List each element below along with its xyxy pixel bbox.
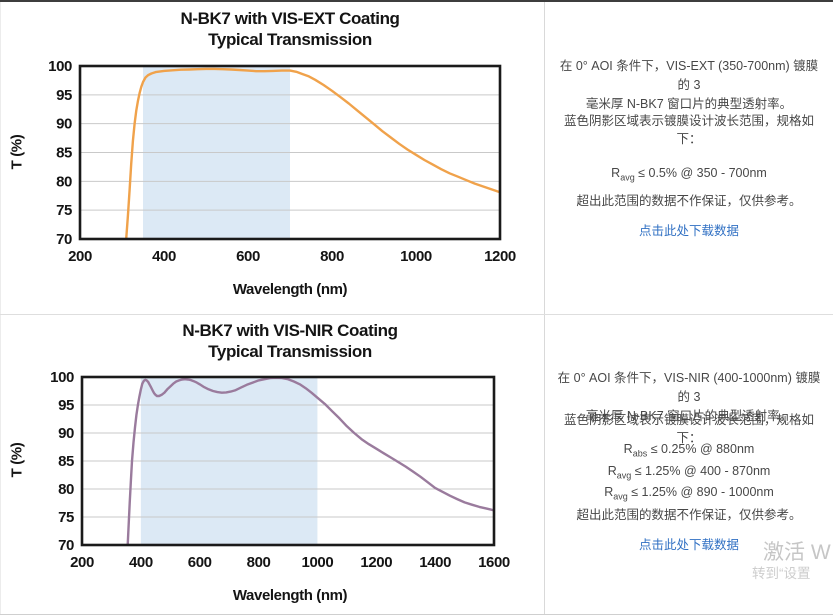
svg-text:85: 85 [58, 453, 74, 470]
coating-description: 在 0° AOI 条件下，VIS-NIR (400-1000nm) 镀膜的 3 … [557, 371, 821, 423]
spec-line: Rabs ≤ 0.25% @ 880nm [623, 442, 755, 459]
svg-text:75: 75 [56, 202, 72, 219]
svg-text:70: 70 [56, 231, 72, 248]
chart-title-vis-nir: N-BK7 with VIS-NIR Coating Typical Trans… [70, 320, 510, 362]
svg-text:1600: 1600 [478, 554, 510, 571]
svg-text:200: 200 [68, 248, 92, 265]
svg-text:200: 200 [70, 554, 94, 571]
vis-ext-note: 在 0° AOI 条件下，VIS-EXT (350-700nm) 镀膜的 3 毫… [545, 2, 833, 314]
svg-text:1200: 1200 [484, 248, 516, 265]
download-data-link[interactable]: 点击此处下载数据 [638, 538, 739, 552]
svg-text:600: 600 [188, 554, 212, 571]
svg-text:1400: 1400 [419, 554, 451, 571]
svg-text:800: 800 [320, 248, 344, 265]
x-axis-label: Wavelength (nm) [232, 587, 348, 604]
reflectance-specs: Ravg ≤ 0.5% @ 350 - 700nm [555, 165, 823, 187]
spec-line: Ravg ≤ 1.25% @ 400 - 870nm [607, 463, 771, 481]
svg-text:1000: 1000 [400, 248, 432, 265]
svg-text:600: 600 [236, 248, 260, 265]
column-divider [544, 2, 545, 615]
svg-text:80: 80 [56, 173, 72, 190]
svg-text:800: 800 [247, 554, 271, 571]
shading-note: 蓝色阴影区域表示镀膜设计波长范围，规格如下： [563, 114, 814, 146]
disclaimer-text: 超出此范围的数据不作保证，仅供参考。 [576, 508, 802, 522]
svg-text:100: 100 [50, 369, 74, 386]
chart-title-line1: N-BK7 with VIS-NIR Coating [182, 321, 398, 340]
x-axis-label: Wavelength (nm) [232, 281, 348, 298]
disclaimer-text: 超出此范围的数据不作保证，仅供参考。 [576, 194, 802, 208]
download-data-link[interactable]: 点击此处下载数据 [638, 224, 739, 238]
svg-text:90: 90 [58, 425, 74, 442]
spec-line: Ravg ≤ 0.5% @ 350 - 700nm [611, 166, 767, 183]
chart-title-line2: Typical Transmission [208, 342, 372, 361]
y-axis-label: T (%) [8, 134, 26, 170]
vis-nir-note: 在 0° AOI 条件下，VIS-NIR (400-1000nm) 镀膜的 3 … [545, 315, 833, 615]
coating-description: 在 0° AOI 条件下，VIS-EXT (350-700nm) 镀膜的 3 毫… [559, 59, 819, 111]
reflectance-specs: Rabs ≤ 0.25% @ 880nm Ravg ≤ 1.25% @ 400 … [555, 441, 823, 506]
spec-notes-column: 在 0° AOI 条件下，VIS-EXT (350-700nm) 镀膜的 3 毫… [545, 2, 833, 615]
svg-text:95: 95 [56, 87, 72, 104]
vis-nir-chart-panel: N-BK7 with VIS-NIR Coating Typical Trans… [0, 315, 544, 614]
row-divider [0, 314, 833, 315]
svg-text:400: 400 [152, 248, 176, 265]
svg-text:90: 90 [56, 116, 72, 133]
chart-title-vis-ext: N-BK7 with VIS-EXT Coating Typical Trans… [70, 8, 510, 50]
vis-ext-transmission-chart: 200 400 600 800 1000 1200 70 75 80 85 90 95 100 [48, 58, 516, 265]
svg-text:85: 85 [56, 145, 72, 162]
svg-text:100: 100 [48, 58, 72, 75]
svg-text:1000: 1000 [302, 554, 334, 571]
chart-title-line1: N-BK7 with VIS-EXT Coating [180, 9, 400, 28]
svg-text:95: 95 [58, 397, 74, 414]
vis-nir-transmission-chart: 200 400 600 800 1000 1200 1400 1600 70 75 80 85 90 95… [50, 369, 510, 571]
shading-note: 蓝色阴影区域表示镀膜设计波长范围，规格如下： [563, 413, 814, 445]
left-edge-border [0, 2, 1, 615]
svg-text:1200: 1200 [360, 554, 392, 571]
svg-text:400: 400 [129, 554, 153, 571]
svg-text:80: 80 [58, 481, 74, 498]
spec-line: Ravg ≤ 1.25% @ 890 - 1000nm [604, 485, 774, 502]
svg-text:75: 75 [58, 509, 74, 526]
chart-title-line2: Typical Transmission [208, 30, 372, 49]
vis-ext-chart-panel: N-BK7 with VIS-EXT Coating Typical Trans… [0, 4, 544, 314]
y-axis-label: T (%) [8, 442, 26, 478]
svg-text:70: 70 [58, 537, 74, 554]
